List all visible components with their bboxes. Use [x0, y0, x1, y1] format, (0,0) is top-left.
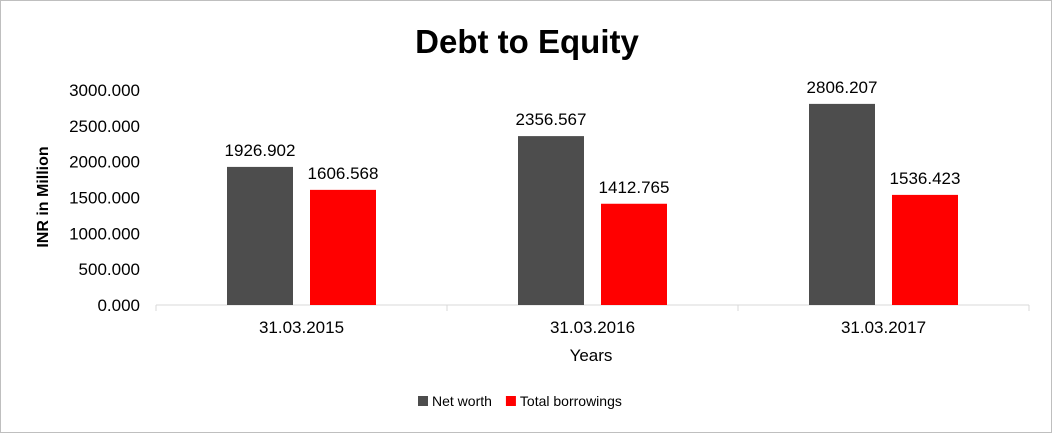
y-tick-label: 0.000: [97, 296, 140, 315]
legend-swatch: [418, 396, 428, 406]
x-axis: 31.03.2015 31.03.2016 31.03.2017: [155, 304, 1030, 337]
x-tick-label: 31.03.2017: [841, 318, 926, 337]
y-tick-label: 1000.000: [69, 224, 140, 243]
y-tick-label: 2500.000: [69, 117, 140, 136]
y-tick-label: 1500.000: [69, 189, 140, 208]
bar: [518, 136, 584, 305]
bar: [892, 194, 958, 305]
bars: [227, 103, 958, 306]
y-tick-label: 3000.000: [69, 81, 140, 100]
y-tick-label: 500.000: [79, 260, 140, 279]
legend: Net worth Total borrowings: [418, 393, 622, 409]
data-label: 1412.765: [599, 178, 670, 197]
legend-swatch: [505, 396, 516, 406]
data-label: 1606.568: [308, 164, 379, 183]
bar: [310, 189, 376, 305]
legend-label: Total borrowings: [520, 393, 622, 409]
x-tick-label: 31.03.2015: [259, 318, 344, 337]
y-axis-title: INR in Million: [35, 146, 52, 247]
bar: [227, 166, 293, 305]
data-label: 1536.423: [890, 169, 961, 188]
x-tick-label: 31.03.2016: [550, 318, 635, 337]
chart-title: Debt to Equity: [415, 23, 639, 60]
x-axis-title: Years: [570, 346, 613, 365]
data-label: 2806.207: [807, 78, 878, 97]
y-tick-label: 2000.000: [69, 153, 140, 172]
y-axis: 0.000 500.000 1000.000 1500.000 2000.000 2500…: [69, 81, 140, 315]
data-label: 2356.567: [516, 110, 587, 129]
data-label: 1926.902: [225, 141, 296, 160]
bar: [601, 203, 667, 305]
data-labels: 1926.902 1606.568 2356.567 1412.765 2806.207…: [225, 78, 961, 197]
bar: [809, 103, 875, 306]
legend-label: Net worth: [432, 393, 492, 409]
